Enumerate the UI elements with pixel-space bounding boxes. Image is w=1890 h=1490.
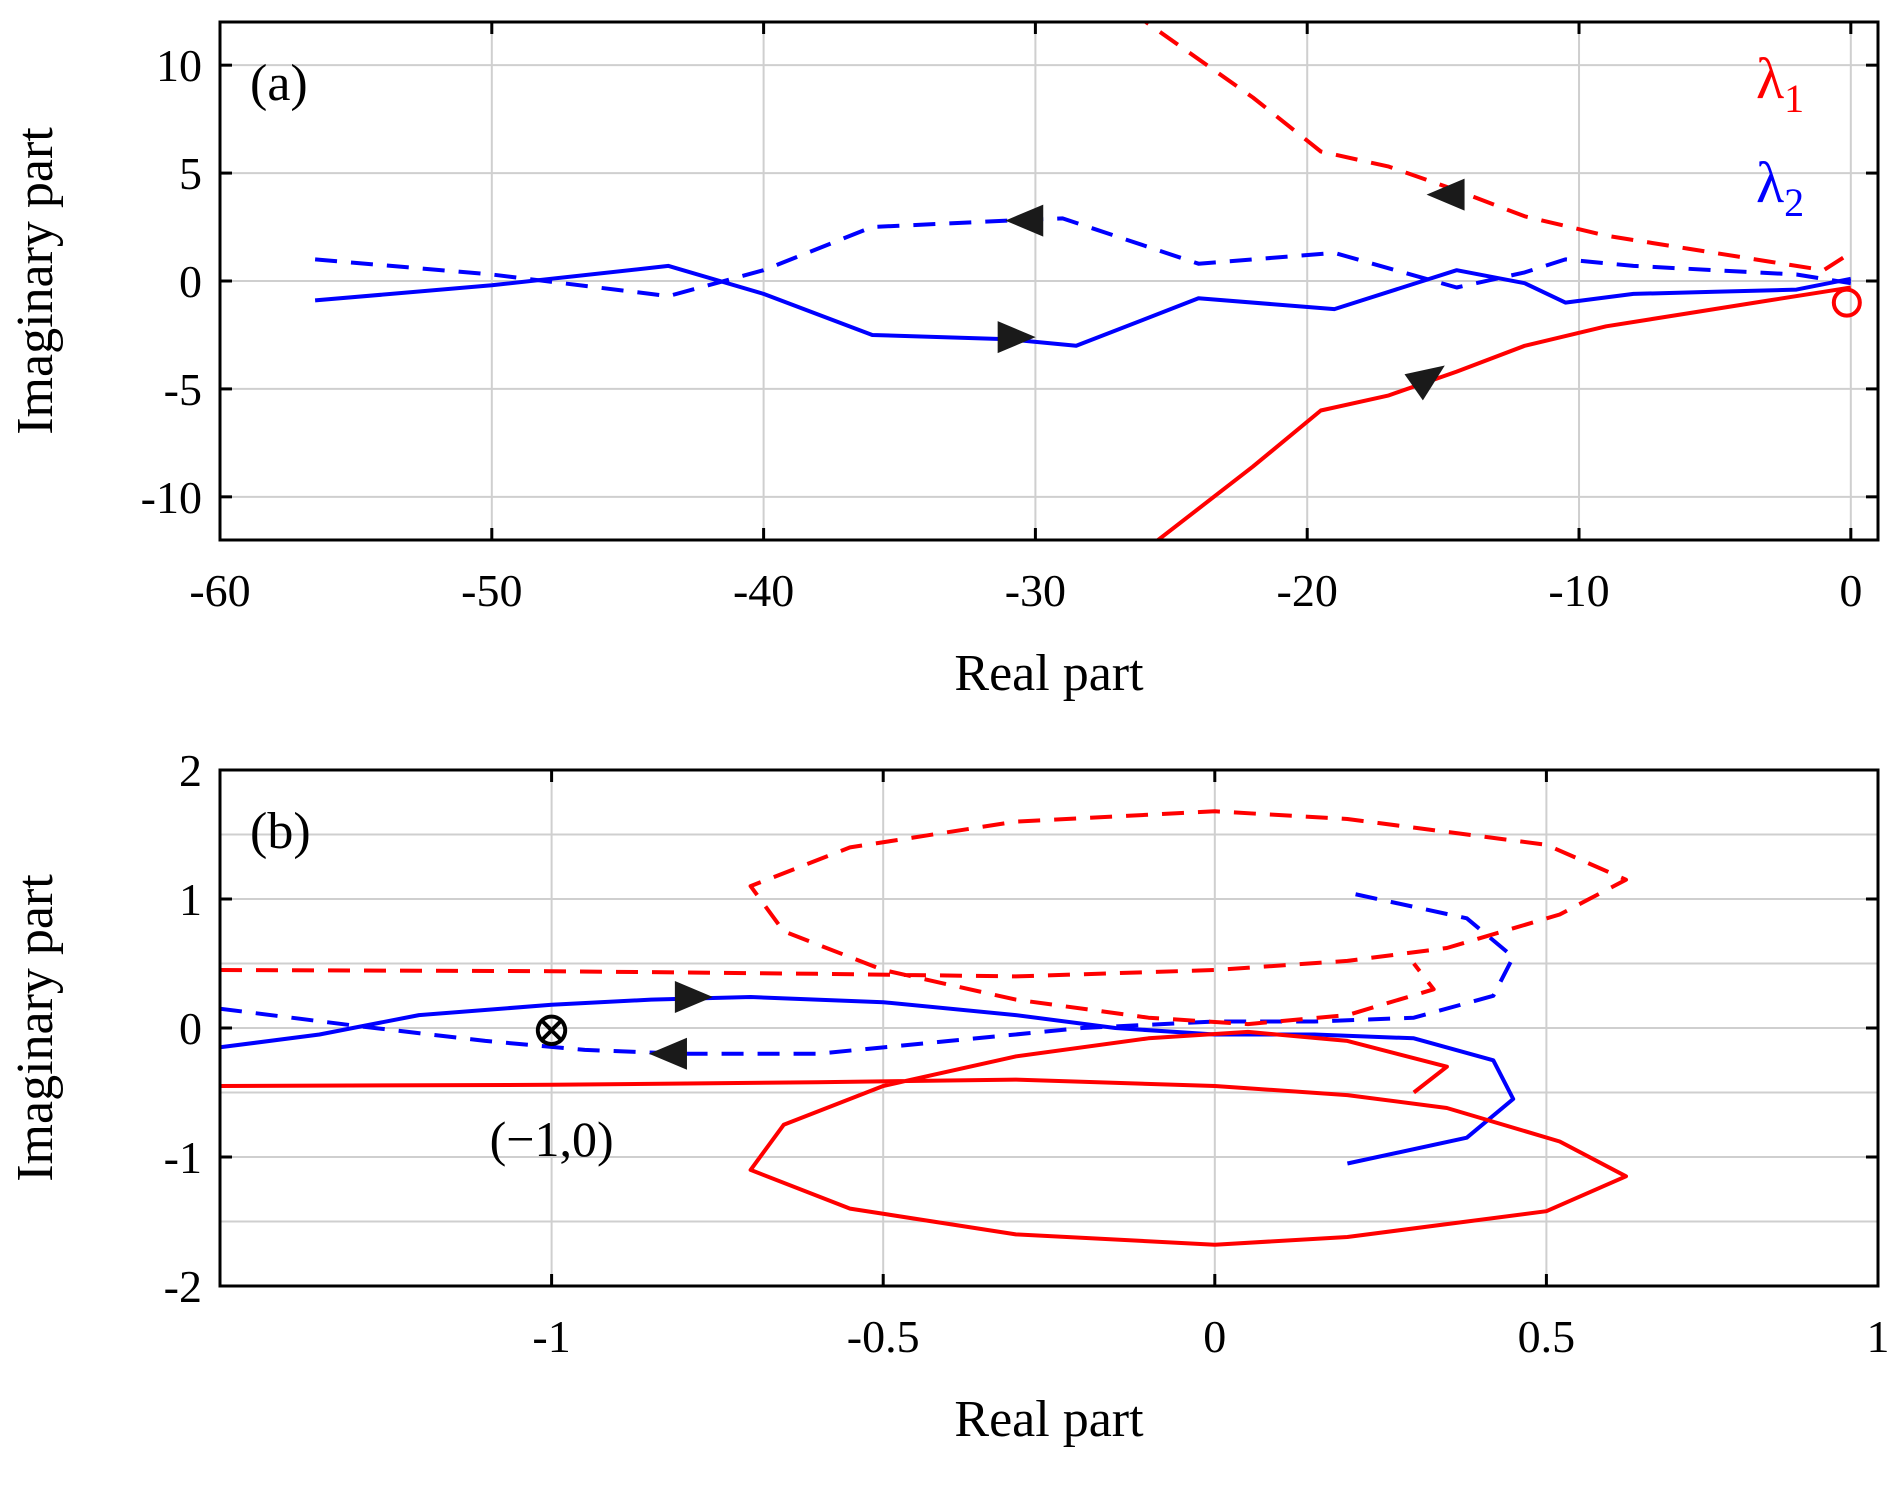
x-tick-label: -10	[1548, 565, 1609, 616]
panel-b-arrows	[648, 981, 713, 1070]
series-line-1	[314, 263, 1852, 348]
x-tick-label: -50	[461, 565, 522, 616]
panel-b-xlabel: Real part	[954, 1391, 1144, 1448]
direction-arrow	[674, 981, 713, 1014]
series-line-3	[220, 809, 1628, 1027]
y-tick-label: -2	[164, 1261, 202, 1312]
series-line-4	[220, 1029, 1628, 1247]
series-line-4	[1154, 285, 1852, 540]
critical-point-symbol: ⊗	[531, 1001, 573, 1057]
y-tick-label: 5	[179, 148, 202, 199]
y-tick-label: -5	[164, 364, 202, 415]
panel-a-series	[314, 22, 1862, 540]
y-tick-label: 2	[179, 745, 202, 796]
panel-a-grid	[219, 22, 1878, 540]
x-tick-label: 0.5	[1518, 1311, 1576, 1362]
panel-a-ylabel: Imaginary part	[7, 127, 64, 435]
panel-b-series	[220, 809, 1628, 1247]
legend-lambda1-base: λ	[1756, 46, 1784, 111]
panel-b-grid	[220, 769, 1879, 1287]
legend-lambda2-sub: 2	[1784, 180, 1804, 225]
circle-marker	[1831, 287, 1862, 318]
panel-b-ticks: -1 -0.5 0 0.5 1 -2 -1 0 1 2	[164, 745, 1890, 1362]
legend: λ1 λ2	[1756, 46, 1804, 225]
series-line-3	[1142, 22, 1852, 273]
y-tick-label: -1	[164, 1132, 202, 1183]
legend-lambda1-sub: 1	[1784, 76, 1804, 121]
legend-lambda1: λ1	[1756, 46, 1804, 121]
x-tick-label: 0	[1839, 565, 1862, 616]
legend-lambda2: λ2	[1756, 150, 1804, 225]
panel-a-xlabel: Real part	[954, 645, 1144, 702]
panel-a-frame	[218, 20, 1880, 542]
x-tick-label: -40	[733, 565, 794, 616]
x-tick-label: -1	[532, 1311, 570, 1362]
y-tick-label: 10	[156, 40, 202, 91]
panel-b-label: (b)	[250, 803, 311, 860]
legend-lambda2-base: λ	[1756, 150, 1784, 215]
y-tick-label: 1	[179, 874, 202, 925]
panel-a-arrows	[997, 178, 1465, 401]
panel-b-ylabel: Imaginary part	[7, 874, 64, 1182]
x-tick-label: 0	[1203, 1311, 1226, 1362]
panel-a-label: (a)	[250, 55, 308, 112]
series-line-2	[314, 216, 1852, 299]
y-tick-label: -10	[141, 472, 202, 523]
critical-point-label: (−1,0)	[490, 1111, 614, 1167]
direction-arrow	[1404, 365, 1445, 401]
x-tick-label: -30	[1005, 565, 1066, 616]
y-tick-label: 0	[179, 256, 202, 307]
series-line-2	[220, 890, 1516, 1056]
direction-arrow	[1005, 204, 1044, 237]
x-tick-label: -20	[1277, 565, 1338, 616]
direction-arrow	[1426, 178, 1465, 211]
x-tick-label: -0.5	[847, 1311, 920, 1362]
x-tick-label: -60	[189, 565, 250, 616]
y-tick-label: 0	[179, 1003, 202, 1054]
panel-b: -1 -0.5 0 0.5 1 -2 -1 0 1 2 (b) Real part Imagina…	[7, 745, 1890, 1448]
direction-arrow	[648, 1037, 687, 1070]
panel-b-frame	[218, 768, 1880, 1288]
direction-arrow	[997, 321, 1036, 354]
x-tick-label: 1	[1867, 1311, 1890, 1362]
series-line-1	[220, 995, 1516, 1166]
